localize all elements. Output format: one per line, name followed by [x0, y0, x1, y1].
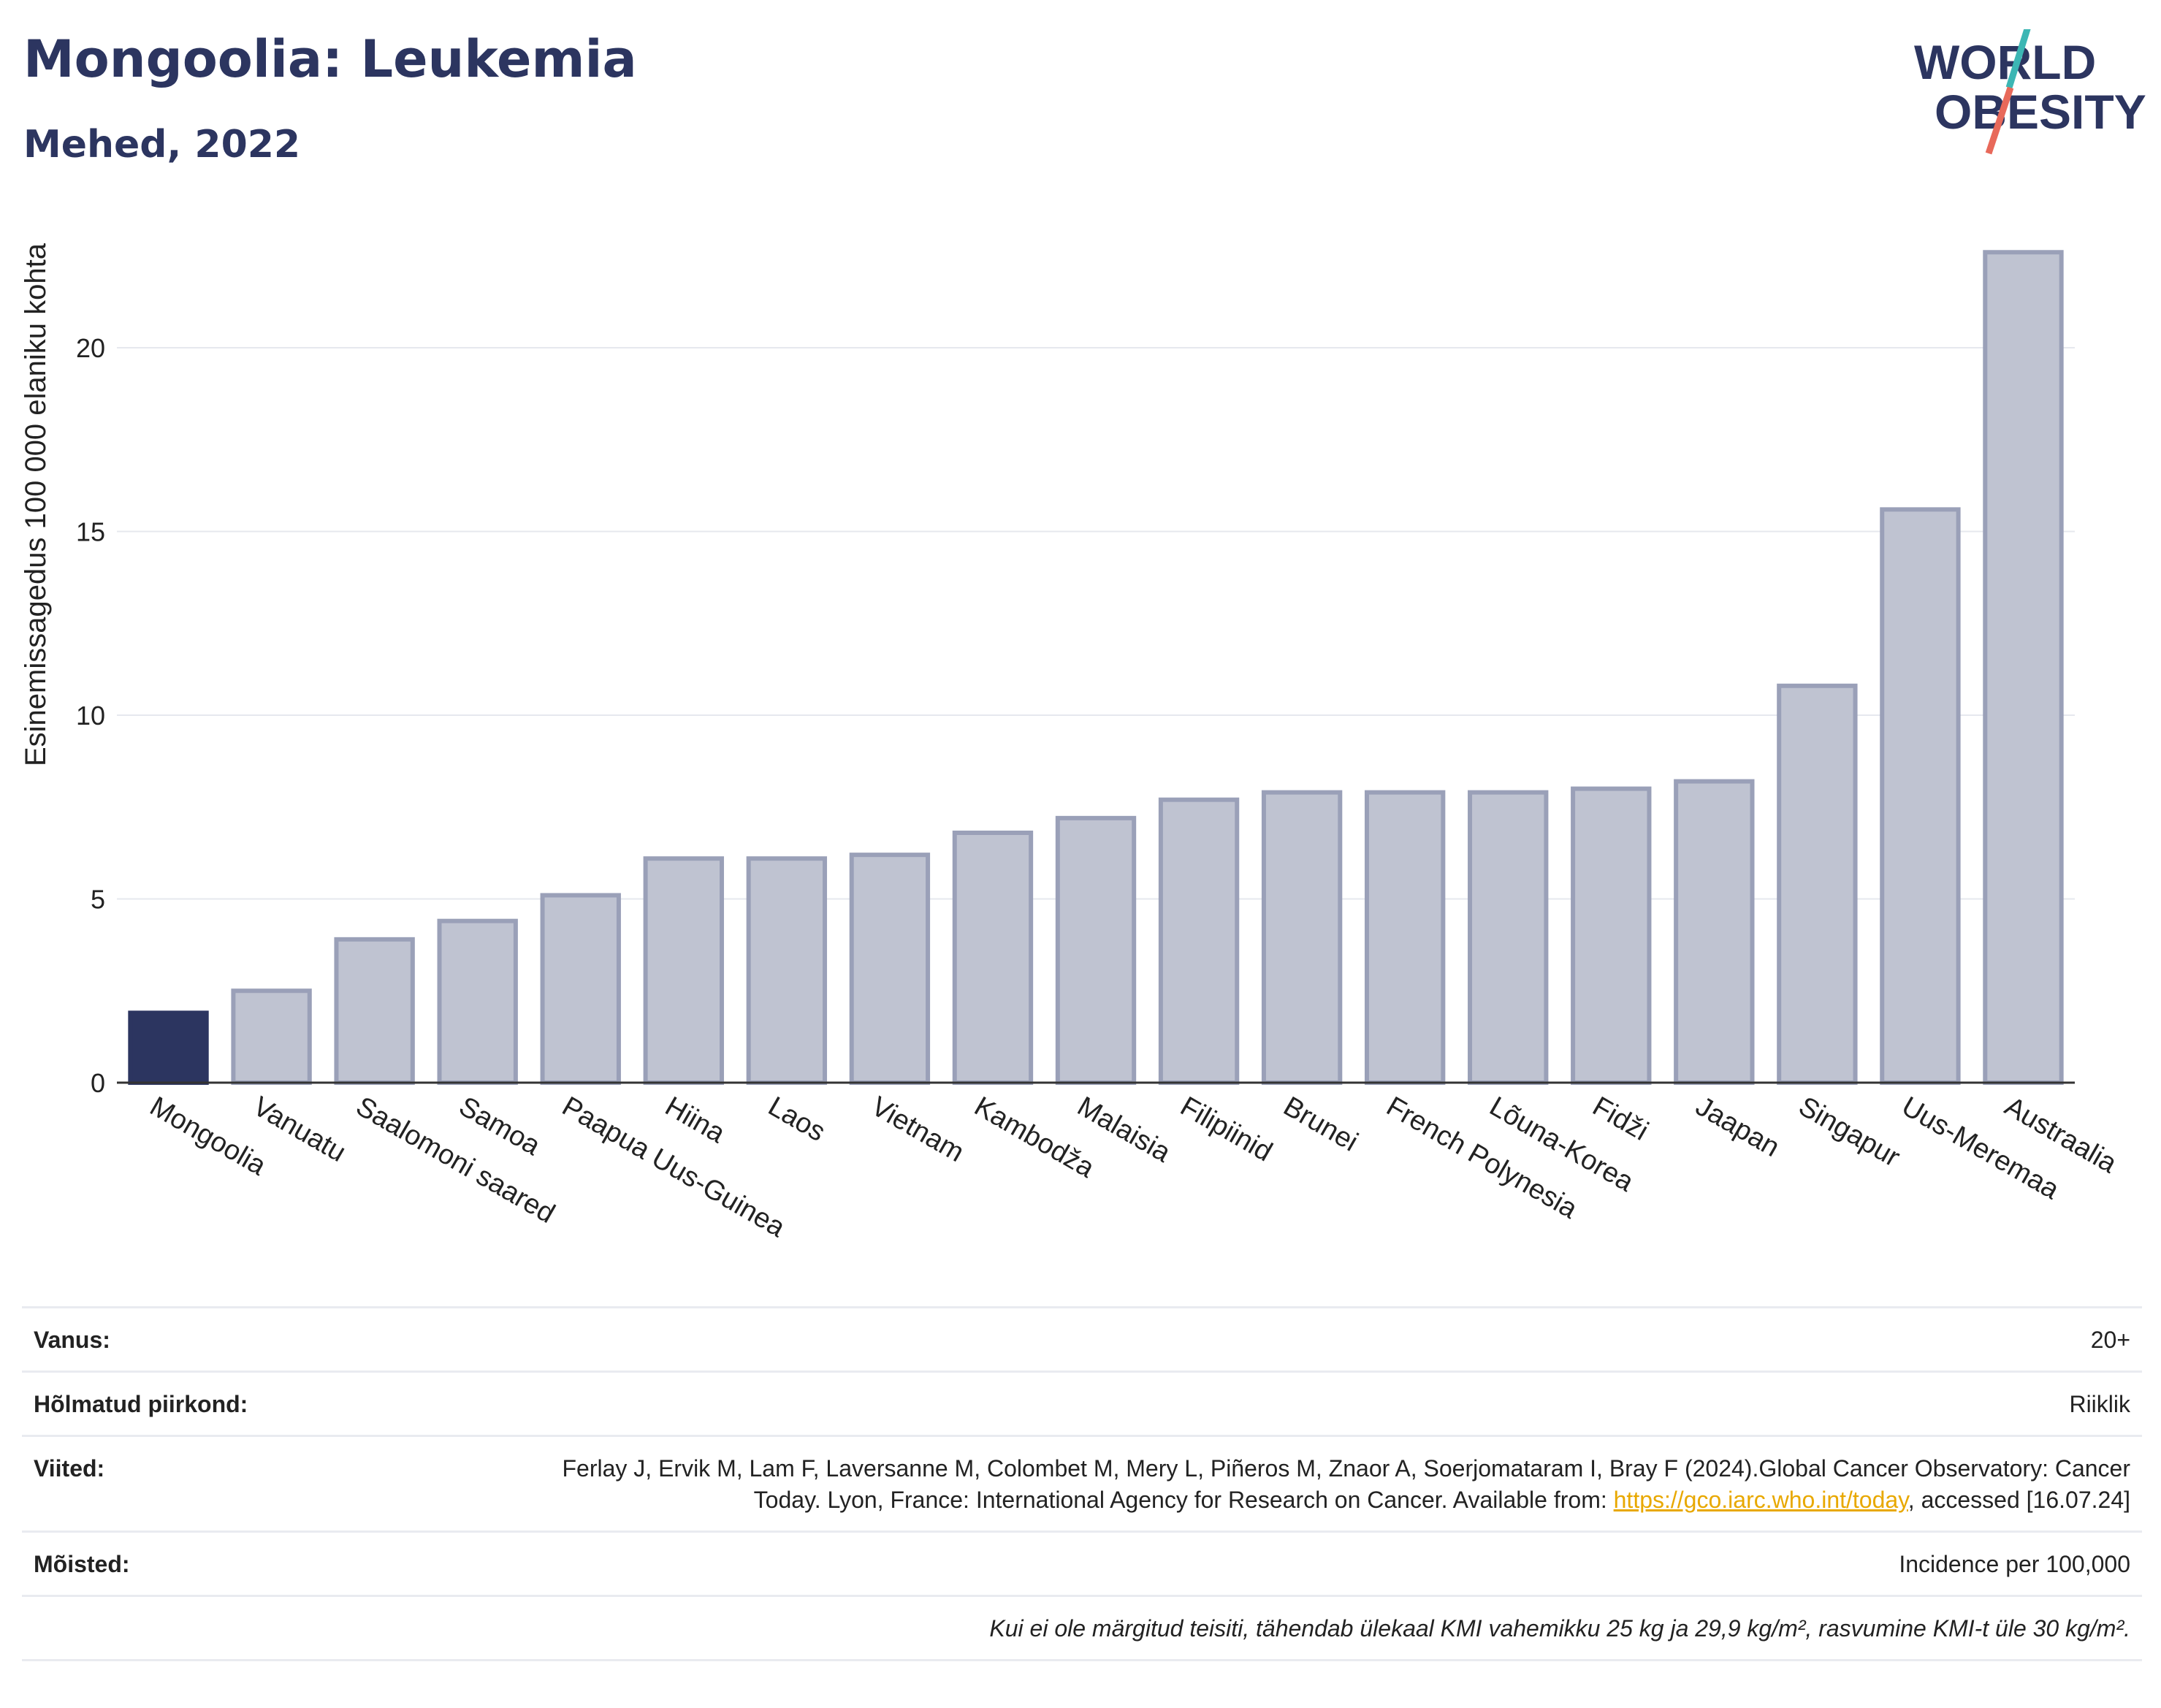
- bar: [1674, 779, 1755, 1086]
- y-axis-label: Esinemissagedus 100 000 elaniku kohta: [20, 243, 52, 766]
- world-obesity-logo: WORLD OBESITY: [1914, 29, 2146, 155]
- bar: [437, 918, 518, 1085]
- x-tick-label: French Polynesia: [1381, 1091, 1583, 1225]
- y-tick-label: 15: [76, 517, 105, 547]
- area-value: Riiklik: [2069, 1391, 2130, 1417]
- logo-text-obesity: OBESITY: [1935, 85, 2146, 139]
- bar: [643, 856, 724, 1085]
- bar: [1364, 790, 1446, 1086]
- x-tick-label: Singapur: [1794, 1091, 1905, 1173]
- logo-text-world: WORLD: [1914, 35, 2096, 89]
- bar: [334, 937, 415, 1085]
- x-tick-label: Mongoolia: [145, 1091, 272, 1181]
- x-tick-label: Filipiinid: [1175, 1091, 1278, 1167]
- references-text: Ferlay J, Ervik M, Lam F, Laversanne M, …: [562, 1455, 2130, 1513]
- references-value: Ferlay J, Ervik M, Lam F, Laversanne M, …: [523, 1453, 2130, 1516]
- bars: [128, 250, 2064, 1086]
- x-tick-label: Laos: [763, 1091, 830, 1148]
- x-tick-label: Brunei: [1278, 1091, 1363, 1157]
- y-tick-label: 5: [91, 885, 105, 915]
- definitions-value: Incidence per 100,000: [1899, 1551, 2130, 1577]
- bar: [849, 853, 931, 1085]
- bar: [128, 1010, 209, 1086]
- y-tick-label: 10: [76, 701, 105, 731]
- page-subtitle: Mehed, 2022: [23, 123, 301, 167]
- references-label: Viited:: [34, 1455, 105, 1482]
- y-tick-label: 20: [76, 333, 105, 363]
- page-title: Mongoolia: Leukemia: [23, 29, 637, 89]
- bar: [1777, 683, 1858, 1085]
- bar: [1983, 250, 2064, 1086]
- info-row-definitions: Mõisted: Incidence per 100,000: [22, 1530, 2142, 1595]
- x-tick-label: Fidži: [1588, 1091, 1653, 1146]
- info-row-references: Viited: Ferlay J, Ervik M, Lam F, Lavers…: [22, 1435, 2142, 1530]
- info-row-area: Hõlmatud piirkond: Riiklik: [22, 1370, 2142, 1435]
- bar: [231, 988, 312, 1086]
- x-tick-label: Jaapan: [1691, 1091, 1785, 1163]
- x-tick-label: Vietnam: [866, 1091, 969, 1168]
- x-tick-label: Hiina: [660, 1091, 731, 1149]
- bar: [746, 856, 828, 1085]
- bar: [540, 893, 621, 1085]
- bar: [1880, 507, 1961, 1085]
- bar: [1158, 797, 1240, 1086]
- bar: [1571, 786, 1652, 1086]
- logo-slash-teal: [2005, 29, 2031, 89]
- y-tick-label: 0: [91, 1068, 105, 1098]
- info-row-age: Vanus: 20+: [22, 1306, 2142, 1370]
- info-table: Vanus: 20+ Hõlmatud piirkond: Riiklik Vi…: [22, 1306, 2142, 1661]
- bar: [1055, 815, 1137, 1086]
- age-label: Vanus:: [34, 1327, 110, 1353]
- bar: [1468, 790, 1549, 1086]
- references-link[interactable]: https://gco.iarc.who.int/today: [1613, 1487, 1908, 1513]
- bar: [1261, 790, 1343, 1086]
- logo-slash-coral: [1985, 86, 2014, 155]
- area-label: Hõlmatud piirkond:: [34, 1391, 248, 1417]
- footnote: Kui ei ole märgitud teisiti, tähendab ül…: [989, 1615, 2130, 1642]
- y-tick-labels: 0 5 10 15 20: [76, 333, 105, 1098]
- definitions-label: Mõisted:: [34, 1551, 130, 1577]
- bar: [952, 830, 1034, 1086]
- info-row-note: Kui ei ole märgitud teisiti, tähendab ül…: [22, 1595, 2142, 1661]
- references-accessed: , accessed [16.07.24]: [1907, 1487, 2130, 1513]
- age-value: 20+: [2090, 1327, 2130, 1353]
